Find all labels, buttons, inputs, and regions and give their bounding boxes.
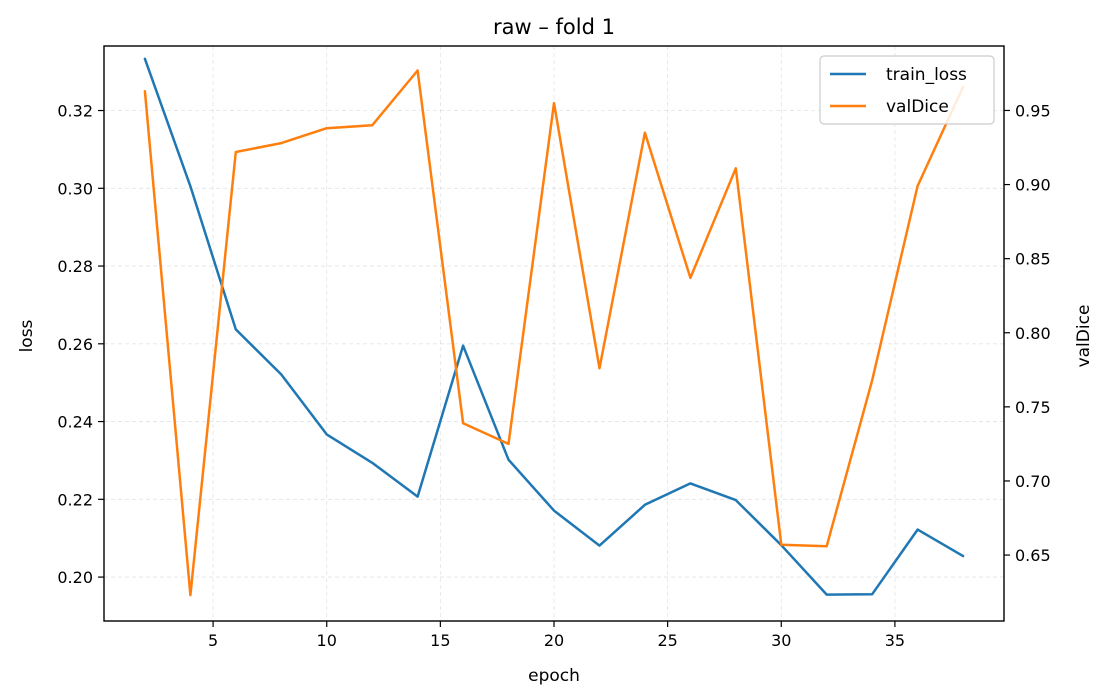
x-tick-label: 30 (771, 631, 791, 650)
axis-ticks: 5 10 15 20 25 30 35 0.20 0.22 0.24 0.26 0.28 0.30 0.3… (57, 101, 1050, 650)
legend: train_loss valDice (819, 55, 995, 125)
y-tick-label-right: 0.70 (1015, 472, 1051, 491)
y-tick-label-left: 0.26 (57, 335, 93, 354)
y-tick-label-right: 0.95 (1015, 101, 1051, 120)
y-tick-label-left: 0.24 (57, 413, 93, 432)
x-tick-label: 10 (317, 631, 337, 650)
legend-label-train-loss: train_loss (886, 65, 967, 85)
y-tick-label-left: 0.30 (57, 179, 93, 198)
x-tick-label: 20 (544, 631, 564, 650)
legend-label-valdice: valDice (886, 97, 949, 117)
y-tick-label-right: 0.80 (1015, 324, 1051, 343)
x-axis-label: epoch (528, 666, 580, 686)
x-tick-label: 35 (885, 631, 905, 650)
y-tick-label-right: 0.65 (1015, 546, 1051, 565)
series-lines (143, 57, 965, 597)
series-line-valdice (143, 69, 965, 597)
y-tick-label-left: 0.22 (57, 490, 93, 509)
y-axis-label-left: loss (17, 319, 37, 352)
chart-title: raw – fold 1 (493, 15, 615, 39)
y-tick-label-right: 0.90 (1015, 176, 1051, 195)
x-tick-label: 25 (657, 631, 677, 650)
y-tick-label-left: 0.20 (57, 568, 93, 587)
x-tick-label: 5 (208, 631, 218, 650)
y-tick-label-left: 0.32 (57, 102, 93, 121)
x-tick-label: 15 (430, 631, 450, 650)
y-tick-label-right: 0.75 (1015, 398, 1051, 417)
y-axis-label-right: valDice (1074, 305, 1094, 368)
series-line-train-loss (143, 57, 965, 596)
y-tick-label-right: 0.85 (1015, 250, 1051, 269)
y-tick-label-left: 0.28 (57, 257, 93, 276)
grid (104, 46, 1004, 621)
